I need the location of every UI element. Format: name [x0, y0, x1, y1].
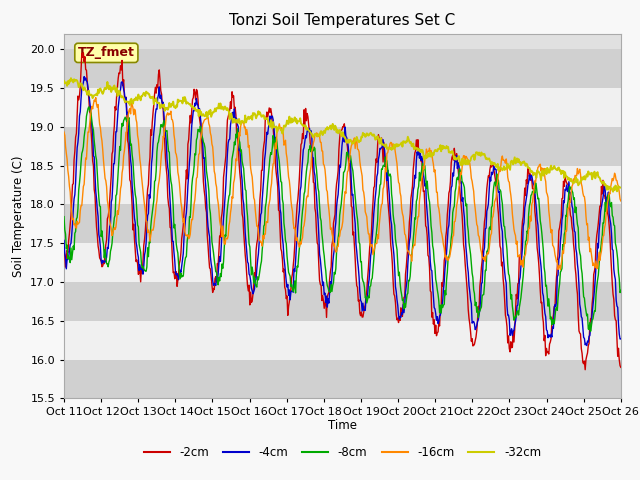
Bar	[64, 243, 621, 282]
Y-axis label: Soil Temperature (C): Soil Temperature (C)	[12, 155, 25, 277]
Bar	[64, 127, 621, 166]
Bar	[64, 204, 621, 243]
X-axis label: Time: Time	[328, 419, 357, 432]
Bar	[64, 88, 621, 127]
Title: Tonzi Soil Temperatures Set C: Tonzi Soil Temperatures Set C	[229, 13, 456, 28]
Bar	[64, 282, 621, 321]
Bar	[64, 360, 621, 398]
Bar	[64, 49, 621, 88]
Bar	[64, 166, 621, 204]
Legend: -2cm, -4cm, -8cm, -16cm, -32cm: -2cm, -4cm, -8cm, -16cm, -32cm	[139, 441, 546, 464]
Bar	[64, 321, 621, 360]
Text: TZ_fmet: TZ_fmet	[78, 47, 135, 60]
